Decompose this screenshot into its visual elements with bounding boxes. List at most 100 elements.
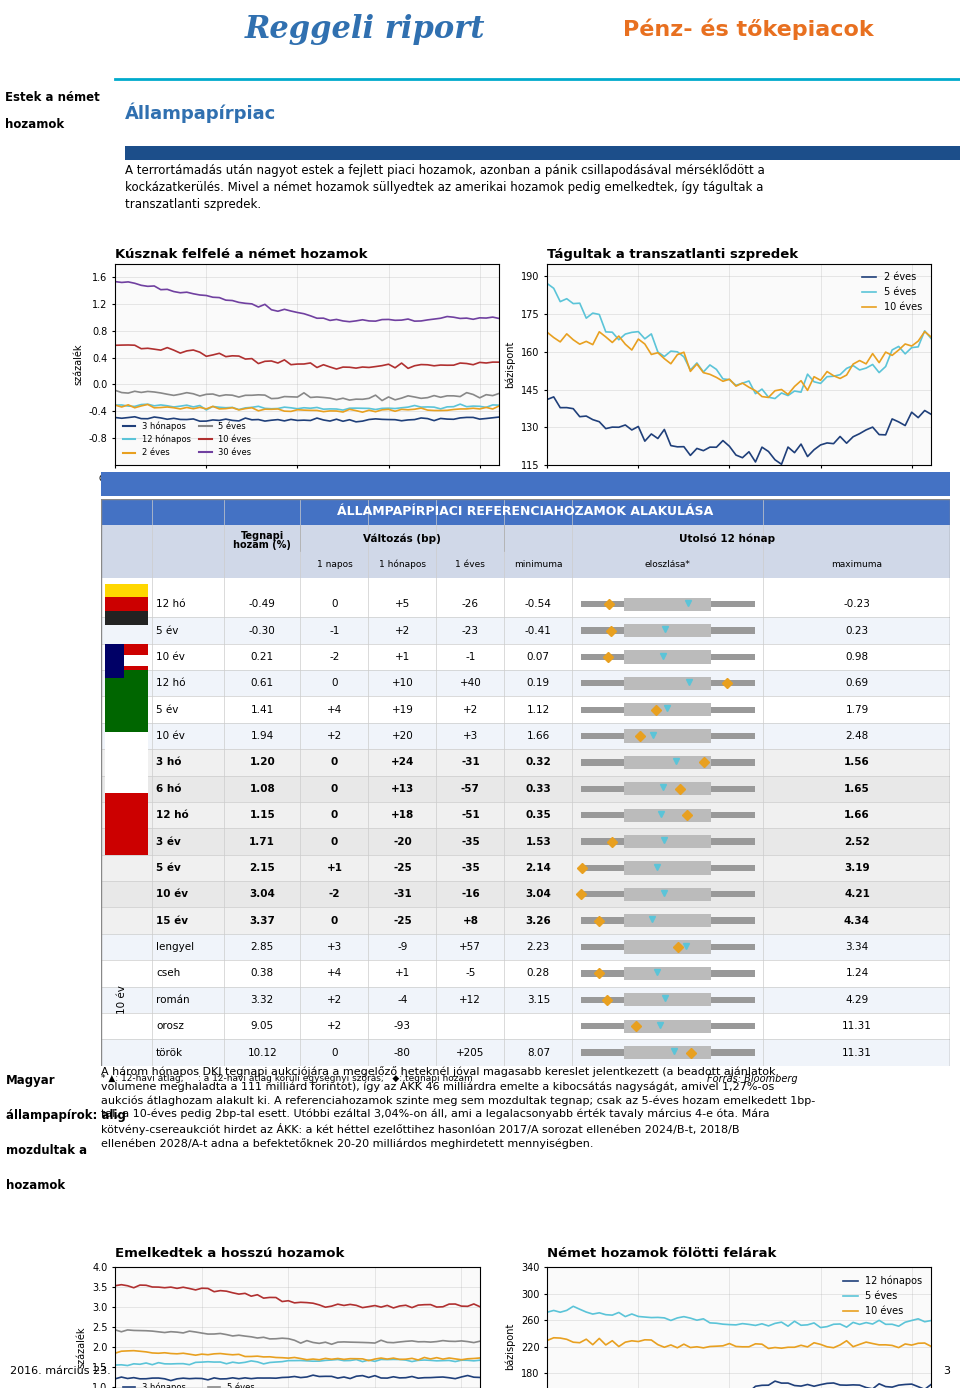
Text: 0.07: 0.07 — [527, 652, 550, 662]
Bar — [101, 591, 950, 618]
Text: -0.41: -0.41 — [525, 626, 552, 636]
Text: 1.71: 1.71 — [250, 837, 276, 847]
Text: -0.49: -0.49 — [249, 600, 276, 609]
5 éves — [652, 344, 663, 361]
Bar — [624, 941, 711, 954]
Line: 12 hónapos: 12 hónapos — [115, 1359, 480, 1366]
Text: +2: +2 — [326, 731, 342, 741]
Text: török: török — [156, 1048, 183, 1058]
Text: 0: 0 — [331, 758, 338, 768]
Text: 0: 0 — [331, 679, 338, 688]
2 éves — [181, 400, 193, 416]
2 éves — [678, 439, 689, 455]
Text: román: román — [156, 995, 190, 1005]
5 éves — [240, 387, 252, 404]
Bar — [581, 1023, 755, 1030]
5 éves — [171, 1324, 182, 1341]
5 éves — [493, 384, 505, 401]
Text: -80: -80 — [394, 1048, 411, 1058]
3 hónapos — [350, 1369, 362, 1385]
Text: 3.37: 3.37 — [250, 916, 276, 926]
5 éves — [567, 1298, 579, 1314]
Text: Kúsznak felfelé a német hozamok: Kúsznak felfelé a német hozamok — [115, 247, 368, 261]
2 éves — [541, 391, 553, 408]
3 hónapos — [165, 1373, 177, 1388]
3 hónapos — [240, 409, 252, 426]
12 hónapos — [220, 400, 231, 416]
Text: +24: +24 — [391, 758, 414, 768]
Text: 0: 0 — [331, 837, 338, 847]
3 hónapos — [493, 408, 505, 425]
5 éves — [109, 382, 121, 398]
Text: +18: +18 — [391, 811, 414, 820]
5 éves — [789, 383, 801, 400]
Bar — [105, 644, 124, 677]
Bar — [105, 793, 148, 855]
5 éves — [325, 1335, 337, 1352]
Text: -57: -57 — [461, 784, 480, 794]
Text: 3.34: 3.34 — [846, 942, 869, 952]
Bar — [101, 829, 950, 855]
Bar — [101, 750, 950, 776]
5 éves — [639, 330, 651, 347]
30 éves — [357, 311, 369, 328]
5 éves — [233, 389, 245, 405]
Text: Változás (bp): Változás (bp) — [364, 533, 442, 544]
Line: 2 éves: 2 éves — [115, 404, 499, 412]
2 éves — [213, 401, 225, 418]
Text: +2: +2 — [463, 705, 478, 715]
Text: 0.61: 0.61 — [251, 679, 274, 688]
Text: 11.31: 11.31 — [842, 1048, 872, 1058]
5 éves — [541, 1303, 553, 1320]
2 éves — [109, 397, 121, 414]
Text: 4.29: 4.29 — [846, 995, 869, 1005]
Text: Német hozamok fölötti felárak: Német hozamok fölötti felárak — [547, 1246, 777, 1259]
Text: A terrortámadás után nagyot estek a fejlett piaci hozamok, azonban a pánik csill: A terrortámadás után nagyot estek a fejl… — [125, 164, 764, 211]
10 éves — [239, 1285, 251, 1302]
Text: +3: +3 — [463, 731, 478, 741]
Text: 3.04: 3.04 — [525, 890, 551, 899]
Bar — [101, 855, 950, 881]
Bar — [101, 1040, 950, 1066]
10 éves — [331, 361, 343, 378]
5 éves — [541, 275, 553, 291]
Text: 5 év: 5 év — [156, 863, 180, 873]
10 éves — [672, 1339, 684, 1356]
Line: 12 hónapos: 12 hónapos — [115, 404, 499, 409]
Text: 8.07: 8.07 — [527, 1048, 550, 1058]
Text: Forrás: Bloomberg: Forrás: Bloomberg — [259, 475, 355, 486]
Text: 1.08: 1.08 — [250, 784, 276, 794]
Text: -0.54: -0.54 — [525, 600, 552, 609]
Text: 1.15: 1.15 — [250, 811, 276, 820]
Bar — [101, 776, 950, 802]
3 hónapos — [109, 409, 121, 426]
10 éves — [919, 323, 930, 340]
10 éves — [474, 1298, 486, 1314]
Line: 5 éves: 5 éves — [547, 1306, 931, 1327]
Bar — [624, 888, 711, 901]
10 éves — [541, 323, 553, 340]
12 hónapos — [454, 396, 466, 412]
Text: 3 év: 3 év — [156, 837, 180, 847]
3 éves — [233, 1346, 245, 1363]
Text: 0.35: 0.35 — [525, 811, 551, 820]
Text: Magyar: Magyar — [6, 1074, 55, 1087]
Bar — [101, 525, 950, 551]
Line: 5 éves: 5 éves — [115, 1330, 480, 1344]
Bar — [101, 551, 950, 577]
2 éves — [493, 397, 505, 414]
3 hónapos — [246, 411, 257, 428]
Text: 1 napos: 1 napos — [317, 561, 352, 569]
Bar — [105, 688, 148, 701]
12 hónapos — [207, 398, 219, 415]
Text: 3.32: 3.32 — [251, 995, 274, 1005]
5 éves — [474, 1332, 486, 1349]
3 hónapos — [227, 412, 238, 429]
Text: 2.23: 2.23 — [527, 942, 550, 952]
Text: +205: +205 — [456, 1048, 485, 1058]
5 éves — [345, 1334, 356, 1351]
3 éves — [221, 1346, 232, 1363]
10 éves — [109, 1277, 121, 1294]
Text: -4: -4 — [397, 995, 408, 1005]
10 éves — [123, 337, 134, 354]
